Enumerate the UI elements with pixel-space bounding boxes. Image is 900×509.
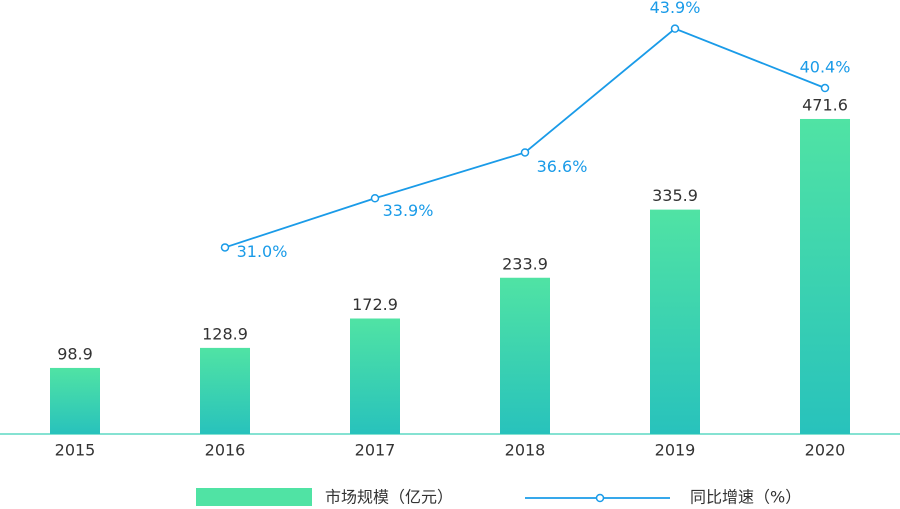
bar [800, 118, 850, 435]
x-tick-label: 2018 [505, 441, 546, 460]
line-value-label: 31.0% [237, 242, 288, 261]
line-point [220, 243, 230, 252]
line [224, 27, 826, 249]
bar [500, 277, 550, 434]
line-value-label: 33.9% [383, 201, 434, 220]
bar-value-label: 128.9 [202, 324, 248, 343]
x-tick-label: 2020 [805, 441, 846, 460]
bar [50, 367, 100, 434]
line-value-label: 43.9% [650, 0, 701, 17]
bar-value-label: 335.9 [652, 186, 698, 205]
bar [350, 318, 400, 434]
x-tick-label: 2015 [55, 441, 96, 460]
legend-marker [595, 493, 605, 503]
line-point [820, 83, 830, 93]
bar-value-label: 172.9 [352, 295, 398, 314]
line-point [520, 148, 530, 157]
bar-value-label: 233.9 [502, 254, 548, 273]
line-value-label: 40.4% [800, 58, 851, 77]
x-tick-label: 2019 [655, 441, 696, 460]
bar-value-label: 98.9 [57, 344, 93, 363]
bar [200, 347, 250, 434]
legend-label: 同比增速（%） [690, 488, 801, 507]
bar-value-label: 471.6 [802, 95, 848, 114]
bar [650, 209, 700, 434]
line-value-label: 36.6% [537, 157, 588, 176]
legend-swatch [196, 488, 312, 506]
legend-label: 市场规模（亿元） [325, 488, 453, 507]
x-tick-label: 2016 [205, 441, 246, 460]
line-point [670, 24, 680, 33]
line-point [370, 194, 380, 203]
x-tick-label: 2017 [355, 441, 396, 460]
